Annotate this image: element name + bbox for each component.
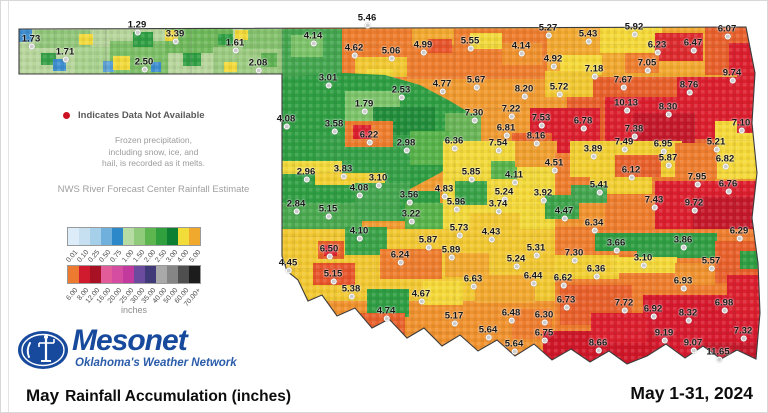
- legend-swatch: [156, 228, 167, 245]
- legend-ticks-low: 0.01 0.10 0.25 0.50 0.75 1.00 1.50 2.00 2.50 3.00…: [65, 247, 202, 265]
- map-title: May Rainfall Accumulation (inches): [26, 386, 291, 406]
- legend-tick-label: 4.00: [176, 249, 191, 264]
- frozen-precip-line: Frozen precipitation,: [114, 135, 192, 145]
- legend-ticks-high: 6.00 8.00 12.00 16.00 20.00 25.00 30.00 35.00 40…: [65, 285, 202, 308]
- map-title-month: May: [26, 386, 60, 405]
- data-source-note: NWS River Forecast Center Rainfall Estim…: [57, 184, 250, 195]
- mesonet-logo-icon: [18, 331, 68, 369]
- legend-swatch: [145, 228, 156, 245]
- legend-swatch: [68, 266, 79, 283]
- legend-swatch: [156, 266, 167, 283]
- legend-swatch: [90, 228, 101, 245]
- data-not-available-note: Indicates Data Not Available: [63, 110, 205, 121]
- legend-bar-low: [67, 227, 201, 246]
- legend-swatch: [90, 266, 101, 283]
- legend-swatch: [112, 266, 123, 283]
- window-edge-line: [8, 1, 9, 412]
- date-range-label: May 1-31, 2024: [630, 383, 753, 403]
- mesonet-logo: Mesonet Oklahoma's Weather Network: [17, 324, 257, 376]
- data-not-available-label: Indicates Data Not Available: [78, 110, 205, 121]
- legend-swatch: [123, 228, 134, 245]
- mesonet-wordmark: Mesonet: [72, 324, 188, 357]
- legend-swatch: [167, 228, 178, 245]
- map-title-text: Rainfall Accumulation (inches): [65, 388, 292, 405]
- legend-swatch: [145, 266, 156, 283]
- legend-swatch: [178, 228, 189, 245]
- legend-unit-label: inches: [120, 305, 147, 315]
- legend-swatch: [68, 228, 79, 245]
- legend-swatch: [101, 266, 112, 283]
- legend-swatch: [178, 266, 189, 283]
- legend-bar-high: [67, 265, 201, 284]
- legend-swatch: [189, 266, 200, 283]
- legend-swatch: [112, 228, 123, 245]
- legend-swatch: [134, 228, 145, 245]
- legend-swatch: [79, 266, 90, 283]
- frozen-precip-note: Frozen precipitation, including snow, ic…: [61, 135, 246, 170]
- rainfall-color-legend: 0.01 0.10 0.25 0.50 0.75 1.00 1.50 2.00 2.50 3.00…: [65, 227, 202, 327]
- legend-swatch: [123, 266, 134, 283]
- oklahoma-rainfall-map: [18, 26, 761, 365]
- frozen-precip-line: hail, is recorded as it melts.: [102, 158, 205, 168]
- legend-swatch: [134, 266, 145, 283]
- data-not-available-dot-icon: [63, 111, 70, 119]
- legend-tick-label: 1.00: [120, 249, 135, 264]
- legend-swatch: [167, 266, 178, 283]
- legend-swatch: [189, 228, 200, 245]
- legend-tick-label: 5.00: [187, 249, 202, 264]
- frozen-precip-line: including snow, ice, and: [108, 146, 199, 157]
- state-outline: [18, 26, 761, 365]
- mesonet-tagline: Oklahoma's Weather Network: [75, 357, 237, 369]
- legend-swatch: [101, 228, 112, 245]
- legend-swatch: [79, 228, 90, 245]
- legend-tick-label: 0.75: [109, 249, 124, 264]
- panhandle-county-lines: [105, 29, 283, 74]
